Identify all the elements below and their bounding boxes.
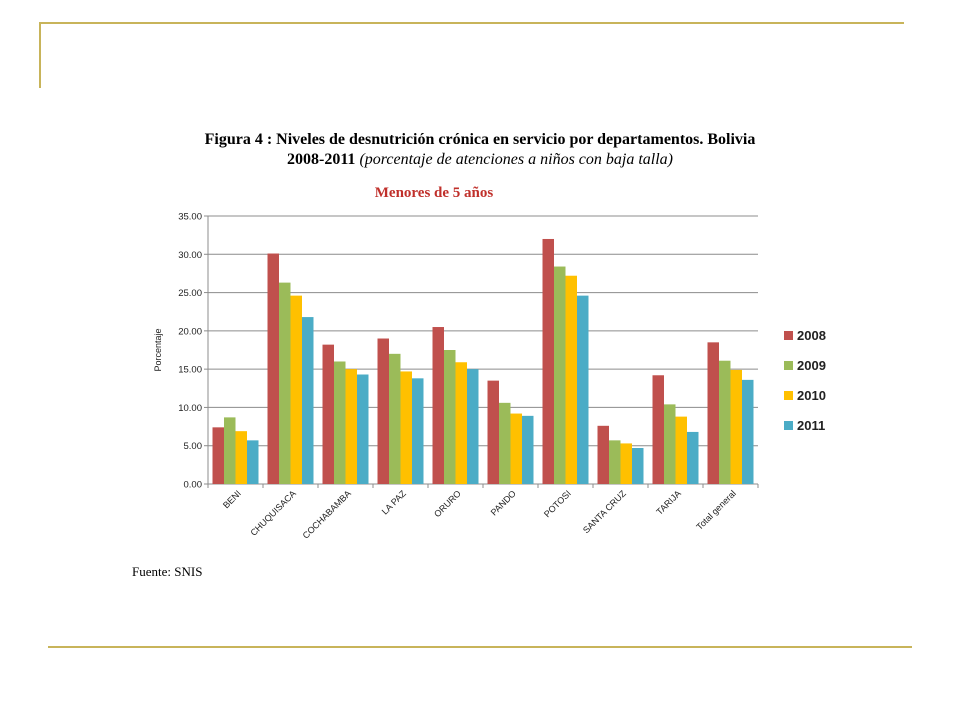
bar-2011-total-general (742, 379, 754, 484)
bar-2009-pando (499, 402, 511, 484)
x-tick-label: COCHABAMBA (301, 488, 353, 540)
y-tick-label: 35.00 (178, 212, 202, 223)
y-tick-label: 30.00 (178, 250, 202, 261)
bar-2011-cochabamba (357, 374, 369, 484)
legend-swatch-2010 (784, 391, 793, 400)
y-tick-label: 20.00 (178, 326, 202, 337)
bar-2008-la-paz (377, 338, 389, 484)
y-tick-label: 15.00 (178, 365, 202, 376)
y-tick-label: 0.00 (184, 480, 203, 491)
frame-left-rule (39, 22, 41, 88)
y-tick-label: 5.00 (184, 441, 203, 452)
bar-2008-santa-cruz (597, 425, 609, 484)
chart-title: Menores de 5 años (375, 185, 494, 201)
x-tick-label: LA PAZ (380, 488, 409, 517)
bar-2009-la-paz (389, 353, 401, 484)
bar-2009-cochabamba (334, 361, 346, 484)
x-tick-label: ORURO (432, 488, 463, 519)
legend-swatch-2011 (784, 421, 793, 430)
bar-2011-oruro (467, 369, 479, 484)
bar-2011-la-paz (412, 378, 424, 484)
x-tick-label: TARIJA (654, 488, 683, 517)
bar-2008-cochabamba (322, 344, 334, 484)
x-tick-label: SANTA CRUZ (581, 488, 628, 535)
frame-top-rule (40, 22, 904, 24)
bar-2010-santa-cruz (620, 443, 632, 484)
bar-2008-tarija (652, 375, 664, 484)
bar-2011-chuquisaca (302, 317, 314, 484)
legend-label-2008: 2008 (797, 328, 826, 343)
bar-2010-la-paz (400, 371, 412, 484)
bar-2010-oruro (455, 362, 467, 484)
bar-2008-potosi (542, 238, 554, 484)
bar-2008-chuquisaca (267, 253, 279, 484)
bar-2009-potosi (554, 266, 566, 484)
legend-swatch-2009 (784, 361, 793, 370)
x-tick-label: Total general (694, 488, 738, 532)
bar-2009-oruro (444, 350, 456, 484)
bar-2010-total-general (730, 369, 742, 484)
bar-2011-potosi (577, 295, 589, 484)
figure-title-subtitle: (porcentaje de atenciones a niños con ba… (359, 151, 673, 168)
y-tick-label: 25.00 (178, 288, 202, 299)
x-tick-label: PANDO (489, 488, 518, 517)
bar-2009-chuquisaca (279, 282, 291, 484)
x-tick-label: CHUQUISACA (248, 488, 298, 538)
bar-2009-tarija (664, 404, 676, 484)
x-tick-label: BENI (221, 488, 243, 510)
bar-2009-total-general (719, 360, 731, 484)
bar-2010-beni (235, 431, 247, 484)
bar-2008-beni (212, 427, 224, 484)
y-tick-label: 10.00 (178, 403, 202, 414)
y-axis-label: Porcentaje (153, 328, 163, 371)
bar-2009-beni (224, 417, 236, 484)
bar-2010-pando (510, 413, 522, 484)
figure-title-years: 2008-2011 (286, 151, 356, 168)
bar-2010-tarija (675, 416, 687, 484)
x-tick-label: POTOSI (542, 488, 573, 519)
bar-2008-total-general (707, 342, 719, 484)
source-note: Fuente: SNIS (132, 564, 203, 579)
legend-label-2010: 2010 (797, 388, 826, 403)
bar-2011-santa-cruz (632, 448, 644, 484)
figure-title-line2: 2008-2011 (porcentaje de atenciones a ni… (120, 150, 840, 170)
bar-2008-pando (487, 380, 499, 484)
legend-swatch-2008 (784, 331, 793, 340)
bar-2009-santa-cruz (609, 440, 621, 484)
legend-label-2011: 2011 (797, 418, 825, 433)
legend-label-2009: 2009 (797, 358, 826, 373)
bar-2010-potosi (565, 275, 577, 484)
bar-2010-chuquisaca (290, 295, 302, 484)
bar-2011-beni (247, 440, 259, 484)
bar-2011-pando (522, 415, 534, 484)
bar-2011-tarija (687, 431, 699, 484)
frame-bottom-rule (48, 646, 912, 648)
figure-title: Figura 4 : Niveles de desnutrición cróni… (120, 130, 840, 170)
bar-2010-cochabamba (345, 369, 357, 484)
bar-2008-oruro (432, 327, 444, 484)
figure-title-line1: Figura 4 : Niveles de desnutrición cróni… (204, 131, 756, 148)
